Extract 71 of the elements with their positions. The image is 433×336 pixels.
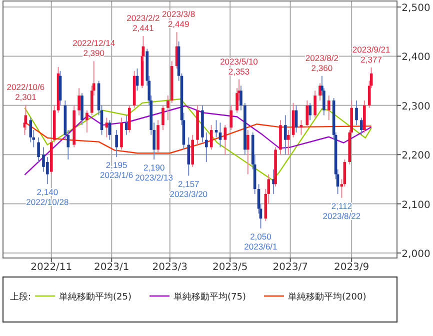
annotation: 2,353 (228, 66, 250, 76)
candlestick (37, 136, 40, 162)
y-tick-label: 2,300 (402, 101, 430, 112)
candlestick (284, 114, 287, 156)
y-tick-label: 2,000 (402, 249, 430, 260)
candlestick (240, 85, 242, 111)
candlestick (306, 100, 309, 128)
x-tick-label: 2023/1 (94, 262, 130, 273)
annotation: 2,449 (168, 19, 190, 30)
candlestick (166, 95, 170, 121)
candlestick (230, 104, 233, 130)
annotation: 2023/6/1 (244, 241, 278, 252)
annotation: 2,360 (311, 62, 333, 73)
x-tick-label: 2023/7 (272, 262, 308, 273)
annotation: 2,112 (331, 200, 352, 211)
annotation: 2023/3/8 (162, 9, 196, 20)
legend-label: 単純移動平均(75) (174, 292, 246, 302)
annotation: 2022/10/28 (26, 197, 69, 208)
candlestick (187, 136, 190, 176)
annotation: 2,140 (36, 187, 58, 198)
candlestick (29, 117, 32, 143)
candlestick (355, 100, 358, 126)
annotation: 2023/9/21 (352, 44, 390, 55)
annotation: 2022/10/6 (6, 82, 45, 92)
legend-label: 単純移動平均(25) (59, 292, 132, 302)
annotation: 2023/5/10 (220, 56, 258, 66)
candlestick (360, 117, 363, 136)
annotation: 2,195 (106, 160, 128, 170)
annotation: 2,157 (178, 178, 200, 189)
candlestick (42, 146, 45, 172)
candlestick (86, 110, 88, 133)
x-tick-label: 2023/3 (152, 262, 188, 273)
candlestick (125, 114, 128, 136)
candlestick (224, 124, 227, 156)
annotation: 2,390 (83, 48, 104, 58)
annotation: 2,050 (250, 231, 272, 242)
candlestick (128, 104, 131, 133)
candlestick (205, 132, 208, 162)
annotation: 2023/2/2 (126, 13, 160, 24)
y-tick-label: 2,200 (402, 150, 430, 162)
annotation: 2023/8/2 (305, 52, 338, 63)
candlestick (286, 130, 290, 156)
annotation: 2023/8/22 (322, 210, 361, 221)
candlestick (218, 122, 222, 148)
candlestick (210, 124, 213, 150)
y-tick-label: 2,100 (402, 200, 430, 211)
candlestick (108, 120, 112, 140)
x-tick-label: 2023/9 (334, 262, 370, 273)
y-tick-label: 2,500 (402, 3, 430, 14)
annotation: 2023/3/20 (170, 188, 208, 199)
annotation: 2,377 (360, 54, 382, 65)
candlestick (327, 95, 330, 121)
candlestick (78, 88, 80, 116)
candlestick (162, 104, 164, 130)
candlestick (115, 130, 118, 158)
annotation: 2,190 (143, 162, 165, 173)
candlestick (308, 102, 312, 121)
x-tick-label: 2022/11 (30, 262, 72, 273)
annotation: 2,301 (15, 92, 36, 102)
y-tick-label: 2,400 (402, 52, 430, 64)
annotation: 2023/1/6 (100, 170, 134, 180)
x-tick-label: 2023/5 (212, 262, 248, 273)
legend-label: 単純移動平均(200) (288, 292, 366, 302)
annotation: 2023/2/13 (135, 172, 173, 183)
candlestick (105, 117, 108, 138)
annotation: 2022/12/14 (72, 38, 116, 48)
annotation: 2,441 (132, 23, 154, 34)
legend-title: 上段: (10, 292, 32, 302)
candlestick (314, 90, 316, 118)
candlestick (46, 156, 49, 185)
candlestick (246, 130, 250, 175)
